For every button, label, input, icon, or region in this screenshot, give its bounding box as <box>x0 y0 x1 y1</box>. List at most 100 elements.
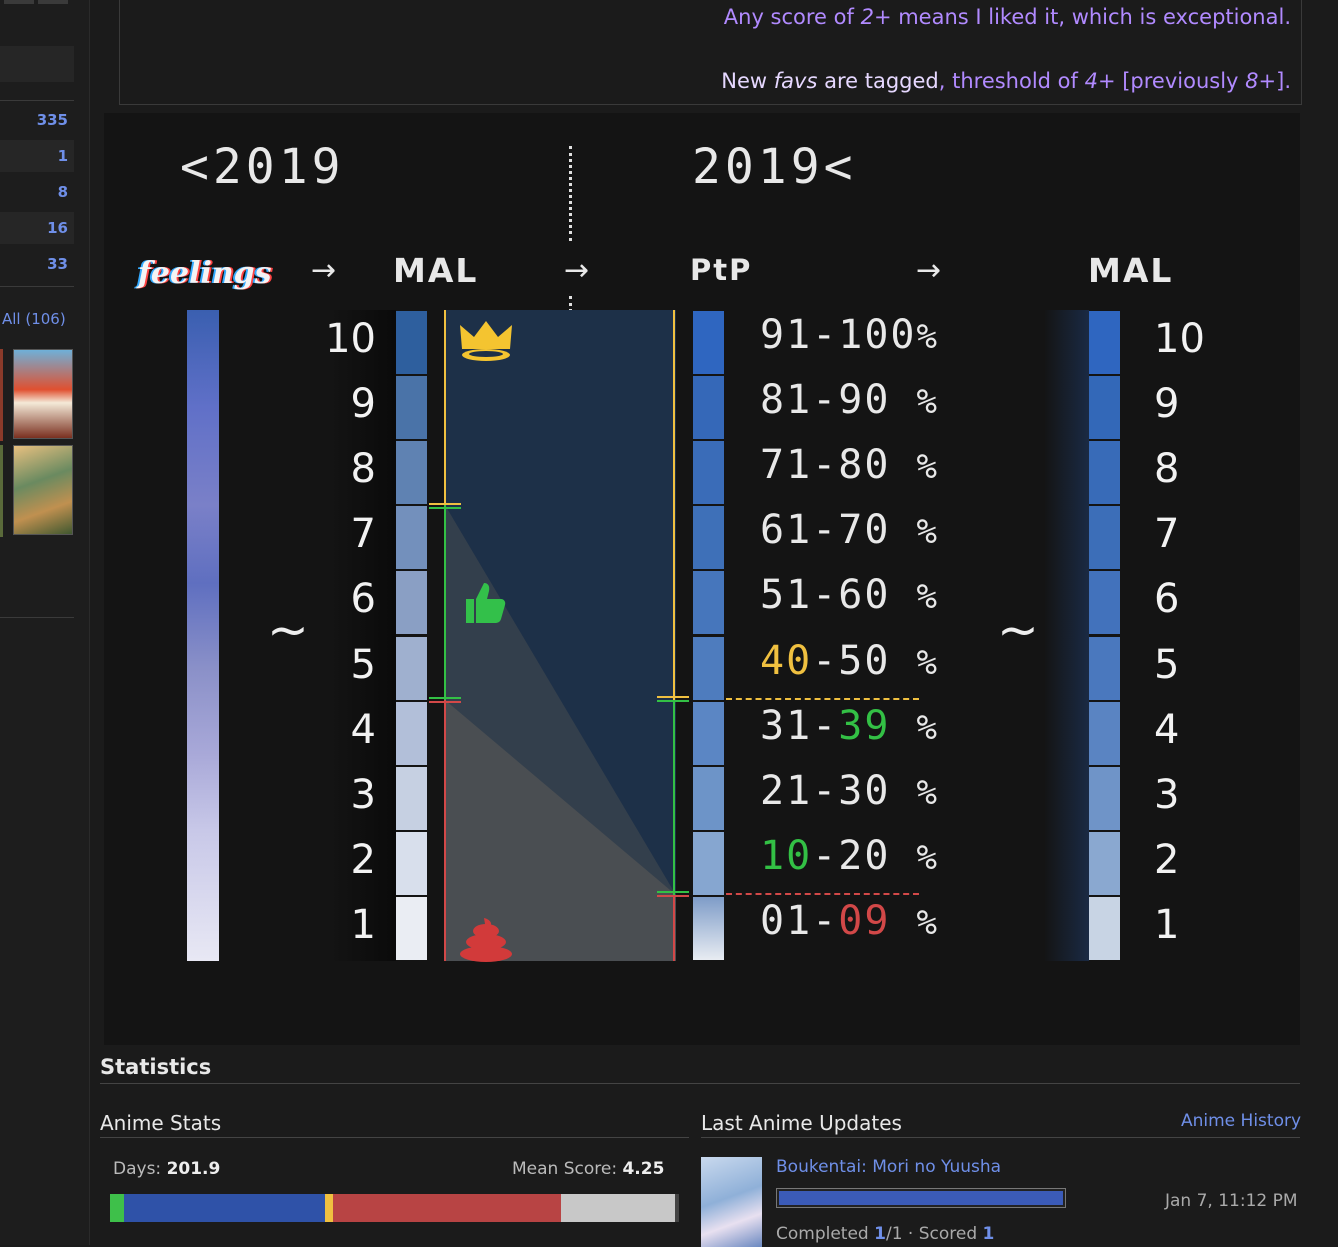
days-stat: Days: 201.9 <box>113 1159 221 1179</box>
mal-score-segment <box>396 701 427 765</box>
red-bracket <box>673 895 675 961</box>
mal-score-label: 3 <box>1154 771 1180 818</box>
green-tick <box>429 697 461 699</box>
anime-stats-title: Anime Stats <box>100 1111 222 1135</box>
scoring-graphic: <2019 2019< feelings → MAL → PtP → MAL ~… <box>104 113 1300 1045</box>
yellow-bracket <box>673 310 675 700</box>
update-title-link[interactable]: Boukentai: Mori no Yuusha <box>776 1157 1002 1177</box>
mal-score-label: 8 <box>1154 446 1180 493</box>
mal-score-label: 9 <box>350 381 376 428</box>
arrow-icon: → <box>564 253 590 288</box>
note-line-2: New favs are tagged, threshold of 4+ [pr… <box>721 69 1291 93</box>
ptp-segment <box>693 571 724 635</box>
divider <box>0 100 74 101</box>
mal-score-segment <box>396 311 427 374</box>
statistics-title: Statistics <box>100 1055 212 1079</box>
sidebar-tab[interactable] <box>4 0 34 4</box>
mal-score-segment <box>396 441 427 505</box>
sidebar-search-block[interactable] <box>0 46 74 82</box>
divider <box>701 1137 1300 1138</box>
mal-score-segment <box>396 506 427 570</box>
update-progress-bar <box>776 1188 1066 1208</box>
ptp-range-label: 71-80 % <box>760 442 939 489</box>
arrow-icon: → <box>311 253 337 288</box>
favorite-thumbnail[interactable] <box>0 445 3 537</box>
ptp-range-label: 61-70 % <box>760 507 939 554</box>
update-status: Completed 1/1 · Scored 1 <box>776 1224 995 1244</box>
mal-score-segment <box>396 766 427 830</box>
bar-end <box>675 1194 679 1222</box>
mal-score-segment <box>396 831 427 895</box>
favorite-thumbnail[interactable] <box>0 349 3 441</box>
ptp-label: PtP <box>690 253 753 287</box>
plan-to-watch-segment <box>561 1194 675 1222</box>
yellow-tick <box>657 696 689 698</box>
sidebar-count[interactable]: 8 <box>57 183 68 201</box>
thumbs-up-icon <box>466 583 506 623</box>
mal-score-segment <box>396 896 427 960</box>
dropped-segment <box>333 1194 561 1222</box>
sidebar-count[interactable]: 16 <box>0 212 74 244</box>
divider <box>0 617 74 618</box>
ptp-segment <box>693 831 724 895</box>
mal-score-label: 4 <box>350 706 376 753</box>
favorite-thumbnail[interactable] <box>13 445 73 535</box>
mal-score-segment <box>1089 701 1120 765</box>
after-2019-label: 2019< <box>692 139 857 195</box>
approx-icon: ~ <box>997 601 1039 659</box>
feelings-label: feelings <box>138 256 272 291</box>
red-tick <box>657 895 689 897</box>
mal-score-segment <box>1089 636 1120 700</box>
update-date: Jan 7, 11:12 PM <box>1165 1191 1298 1211</box>
favorite-thumbnail[interactable] <box>13 349 73 439</box>
sidebar-count[interactable]: 1 <box>0 140 74 172</box>
shadow <box>1044 310 1089 961</box>
mal-score-label: 5 <box>350 641 376 688</box>
profile-note-box: Any score of 2+ means I liked it, which … <box>119 0 1302 105</box>
mal-score-label: 1 <box>1154 901 1180 948</box>
yellow-bracket <box>444 310 446 505</box>
mal-score-label: 3 <box>350 771 376 818</box>
progress-fill <box>779 1191 1063 1205</box>
ptp-range-label: 31-39 % <box>760 702 939 749</box>
ptp-segment <box>693 311 724 374</box>
mal-score-label: 8 <box>350 446 376 493</box>
red-tick <box>429 701 461 703</box>
ptp-segment <box>693 896 724 960</box>
mal-label: MAL <box>393 251 479 290</box>
ptp-range-label: 40-50 % <box>760 637 939 684</box>
watching-segment <box>110 1194 124 1222</box>
sidebar-tab[interactable] <box>38 0 68 4</box>
sidebar-count[interactable]: 33 <box>47 255 68 273</box>
mal-score-segment <box>1089 766 1120 830</box>
anime-history-link[interactable]: Anime History <box>1181 1111 1302 1131</box>
mal-score-segment <box>396 571 427 635</box>
mapping-diagonal <box>445 505 676 961</box>
status-distribution-bar <box>110 1194 679 1222</box>
ptp-range-label: 91-100% <box>760 312 939 358</box>
ptp-segment <box>693 701 724 765</box>
yellow-tick <box>429 503 461 505</box>
green-bracket <box>673 700 675 895</box>
green-tick <box>657 891 689 893</box>
ptp-segment <box>693 636 724 700</box>
mal-score-label: 6 <box>350 576 376 623</box>
mal-score-segment <box>396 376 427 440</box>
mal-score-segment <box>396 636 427 700</box>
mal-score-segment <box>1089 896 1120 960</box>
mal-score-label: 2 <box>350 836 376 883</box>
divider <box>100 1083 1300 1084</box>
mal-score-label: 6 <box>1154 576 1180 623</box>
red-threshold <box>726 893 919 895</box>
sidebar-count[interactable]: 335 <box>36 111 68 129</box>
sidebar: 335 1 8 16 33 All (106) <box>0 0 90 1245</box>
divider <box>100 1137 689 1138</box>
shadow <box>330 310 396 961</box>
sidebar-all-link[interactable]: All (106) <box>2 310 66 328</box>
ptp-segment <box>693 376 724 440</box>
mal-score-segment <box>1089 376 1120 440</box>
mean-score-stat: Mean Score: 4.25 <box>512 1159 665 1179</box>
update-thumbnail[interactable] <box>701 1157 762 1247</box>
mal-score-segment <box>1089 441 1120 505</box>
mal-score-segment <box>1089 831 1120 895</box>
